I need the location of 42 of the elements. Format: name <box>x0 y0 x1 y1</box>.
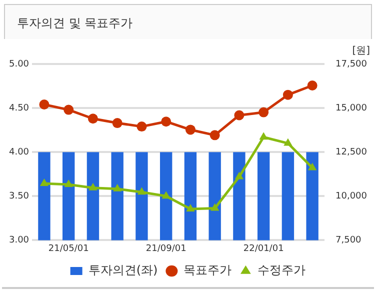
point <box>234 110 244 120</box>
point <box>282 90 293 100</box>
y2-axis-title: [원] <box>352 46 370 57</box>
point <box>112 118 122 128</box>
legend-label: 목표주가 <box>184 263 232 278</box>
point <box>40 178 49 186</box>
y2-tick-label: 15,000 <box>336 103 368 114</box>
point <box>210 130 220 140</box>
x-tick-label: 21/05/01 <box>48 244 89 254</box>
x-tick-label: 22/01/01 <box>243 244 284 254</box>
y-tick-label: 3.00 <box>8 236 30 246</box>
point <box>258 107 269 118</box>
point <box>113 184 122 192</box>
x-tick-label: 21/09/01 <box>146 244 186 254</box>
y2-tick-label: 17,500 <box>336 59 368 70</box>
y2-tick-label: 7,500 <box>336 236 362 246</box>
legend-label: 수정주가 <box>258 263 306 278</box>
legend-label: 투자의견(좌) <box>88 263 158 278</box>
y2-tick-label: 12,500 <box>336 147 368 158</box>
point <box>88 182 98 190</box>
chart-title: 투자의견 및 목표주가 <box>17 15 133 32</box>
point <box>162 191 170 199</box>
point <box>308 162 317 170</box>
y2-tick-label: 10,000 <box>336 191 368 202</box>
y-tick-label: 3.50 <box>8 191 30 202</box>
point <box>284 138 292 146</box>
y-tick-label: 4.00 <box>8 147 30 158</box>
point <box>161 116 172 127</box>
point <box>137 187 146 195</box>
point <box>234 172 244 180</box>
point <box>210 203 220 211</box>
point <box>136 122 147 132</box>
point <box>259 132 268 140</box>
point <box>307 80 318 90</box>
y-tick-label: 5.00 <box>8 59 30 70</box>
point <box>185 124 196 135</box>
point <box>64 180 73 188</box>
point <box>64 104 74 115</box>
point <box>88 114 98 124</box>
point <box>186 204 195 212</box>
y-tick-label: 4.50 <box>8 103 30 114</box>
point <box>39 100 50 110</box>
